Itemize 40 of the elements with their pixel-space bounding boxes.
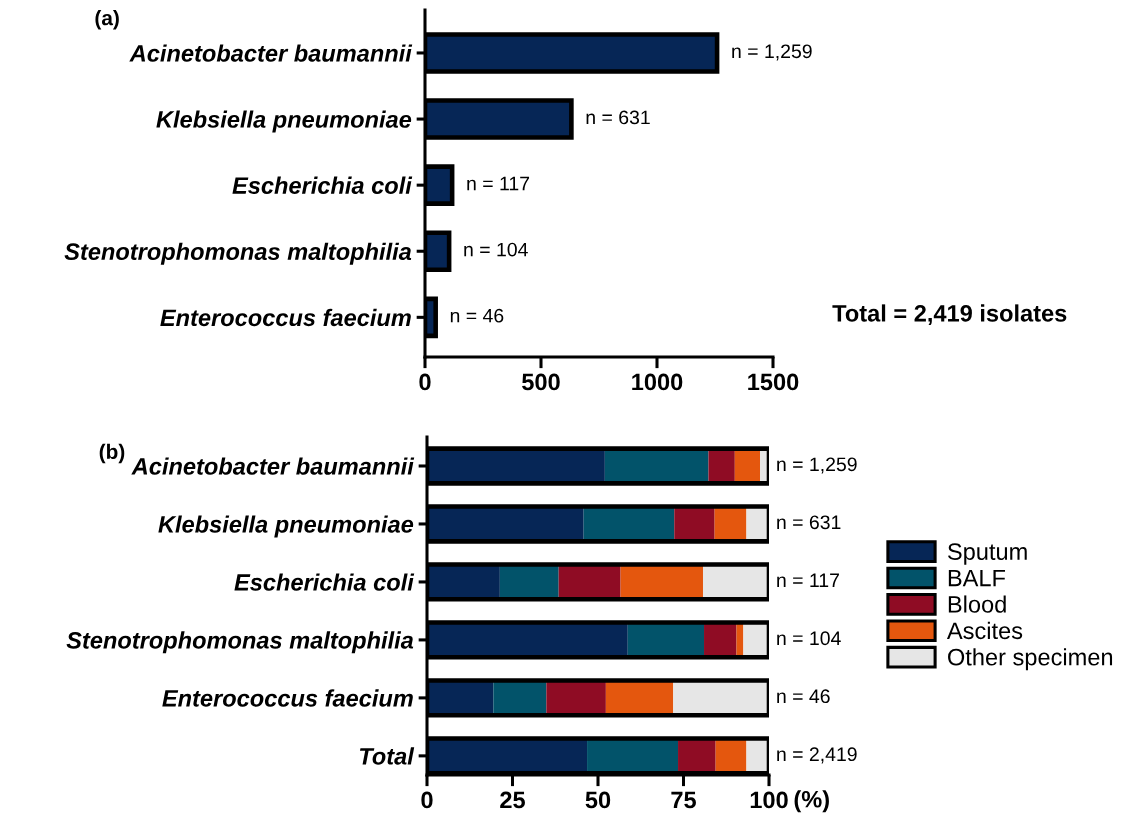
y-tick-label: Stenotrophomonas maltophilia xyxy=(64,242,412,265)
y-tick-label: Escherichia coli xyxy=(234,573,415,591)
data-label: n = 1,259 xyxy=(732,44,812,61)
y-tick-label: Enterococcus faecium xyxy=(160,308,411,327)
text: n = 117 xyxy=(777,573,839,587)
legend-label: Blood xyxy=(948,595,1006,613)
y-tick-label: Escherichia coli xyxy=(232,176,413,194)
text: n = 2,419 xyxy=(777,747,857,764)
legend-label: Ascites xyxy=(946,621,1023,640)
text: n = 46 xyxy=(777,689,830,704)
x-tick-label: 100 xyxy=(750,791,788,809)
x-tick-label: 0 xyxy=(419,373,431,391)
x-axis-title: (%) xyxy=(794,790,829,813)
legend-label: Other specimen xyxy=(948,648,1113,671)
y-tick-label: Klebsiella pneumoniae xyxy=(158,515,414,538)
data-label: n = 117 xyxy=(467,176,530,191)
y-tick-label: Acinetobacter baumannii xyxy=(131,457,415,475)
text: (b) xyxy=(99,443,125,464)
text: (a) xyxy=(95,10,119,30)
data-label: n = 631 xyxy=(586,110,650,125)
text: n = 1,259 xyxy=(777,457,857,474)
x-tick-label: 1500 xyxy=(748,373,799,391)
x-tick-label: 0 xyxy=(421,791,433,809)
data-label: n = 104 xyxy=(464,242,528,257)
data-label: n = 46 xyxy=(450,308,504,323)
x-tick-label: 50 xyxy=(585,791,611,809)
x-tick-label: 75 xyxy=(671,791,696,809)
x-tick-label: 25 xyxy=(500,791,525,809)
y-tick-label: Klebsiella pneumoniae xyxy=(156,110,412,133)
legend-label: Sputum xyxy=(947,543,1027,565)
text: n = 104 xyxy=(777,631,841,646)
legend-label: BALF xyxy=(948,569,1006,587)
y-tick-label: Total xyxy=(359,747,415,765)
text: Total = 2,419 isolates xyxy=(832,304,1067,326)
y-tick-label: Stenotrophomonas maltophilia xyxy=(66,631,414,654)
y-tick-label: Acinetobacter baumannii xyxy=(129,44,413,62)
text: n = 631 xyxy=(777,515,841,530)
y-tick-label: Enterococcus faecium xyxy=(162,689,413,707)
x-tick-label: 500 xyxy=(522,373,560,391)
x-tick-label: 1000 xyxy=(632,373,683,391)
